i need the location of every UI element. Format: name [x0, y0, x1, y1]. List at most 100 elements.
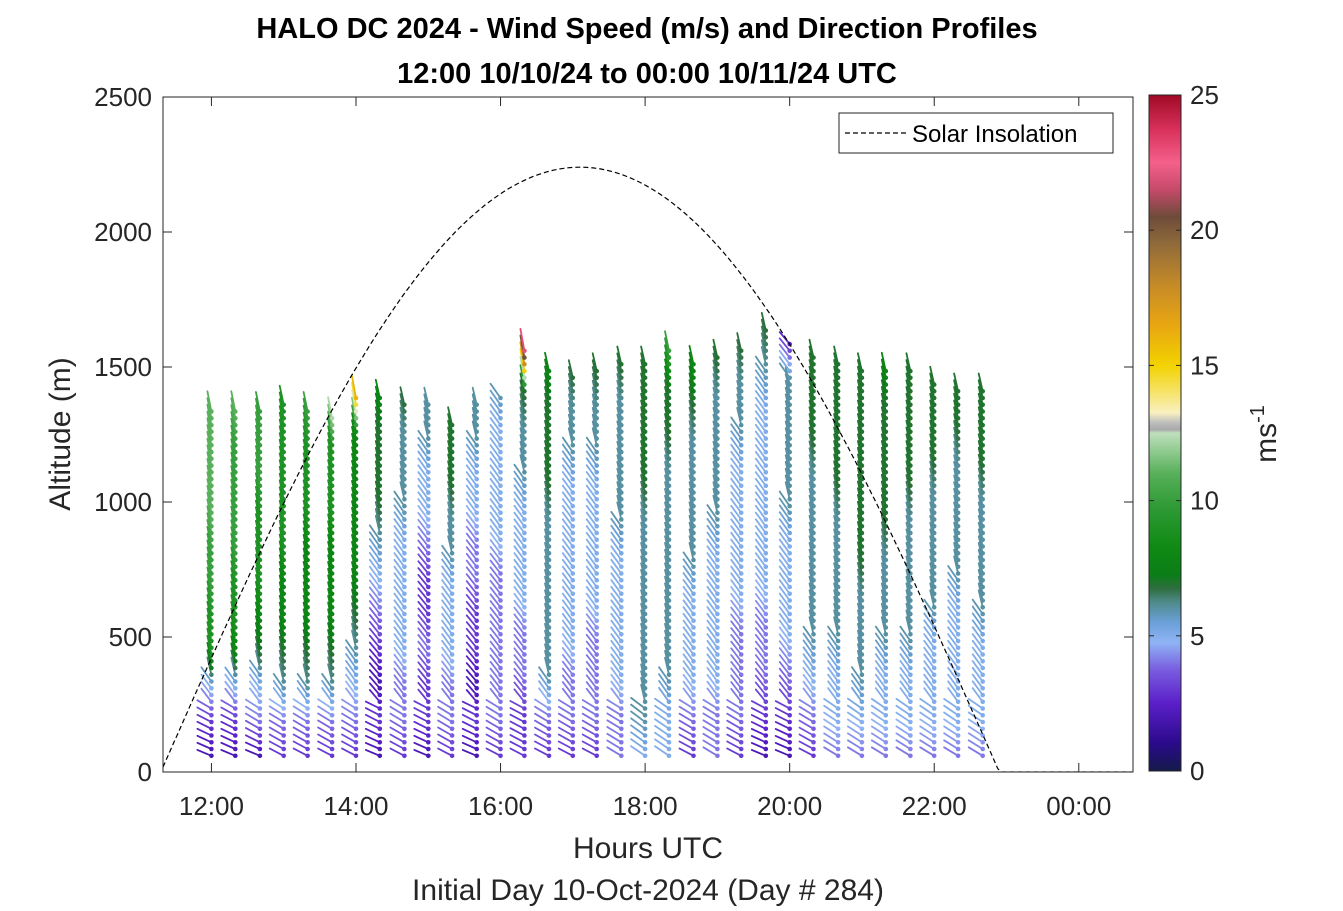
wind-barb-dot	[883, 368, 889, 374]
wind-barb	[230, 505, 237, 528]
wind-barb-dot	[281, 557, 287, 563]
wind-barb	[489, 586, 502, 602]
wind-barb	[368, 655, 381, 669]
wind-barb-dot	[402, 645, 407, 651]
wind-barb-dot	[715, 645, 720, 651]
wind-barb	[278, 608, 285, 629]
wind-barb-dot	[257, 443, 263, 448]
wind-barb-dot	[257, 564, 263, 570]
wind-barb-dot	[209, 483, 214, 489]
wind-barb-dot	[522, 524, 527, 529]
wind-barb	[905, 542, 912, 561]
wind-barb-dot	[859, 672, 865, 678]
wind-barb-dot	[859, 483, 865, 489]
wind-barb	[923, 680, 936, 696]
wind-barb-dot	[666, 679, 672, 684]
wind-barb	[413, 707, 430, 717]
wind-barb	[610, 606, 623, 622]
wind-barb-dot	[738, 503, 744, 509]
wind-barb	[953, 454, 959, 474]
wind-barb	[374, 467, 381, 487]
wind-barb-dot	[980, 463, 985, 468]
wind-barb	[341, 698, 357, 710]
wind-barb-dot	[908, 429, 913, 435]
wind-barb-dot	[498, 719, 503, 725]
wind-barb-dot	[281, 483, 287, 489]
wind-barb-dot	[281, 530, 287, 536]
wind-barb-dot	[787, 632, 792, 637]
wind-barb-dot	[835, 375, 841, 381]
wind-barb	[441, 633, 454, 649]
wind-barb	[929, 542, 936, 561]
wind-barb-dot	[715, 686, 720, 691]
wind-barb-dot	[859, 638, 865, 644]
wind-barb	[833, 582, 839, 602]
wind-barb-dot	[811, 746, 816, 752]
wind-barb-dot	[257, 422, 263, 428]
wind-barb	[664, 344, 670, 366]
wind-barb	[351, 396, 357, 420]
wind-barb-dot	[908, 638, 913, 644]
wind-barb	[278, 384, 285, 406]
wind-barb-dot	[715, 571, 720, 576]
wind-barb	[905, 521, 912, 541]
wind-barb-dot	[811, 551, 816, 556]
wind-barb-dot	[691, 719, 696, 725]
wind-barb	[327, 452, 334, 474]
wind-barb	[833, 359, 839, 379]
wind-barb	[616, 440, 623, 460]
wind-barb	[327, 635, 334, 656]
wind-barb-dot	[787, 665, 792, 671]
wind-barb-dot	[691, 733, 696, 738]
wind-barb	[465, 539, 478, 555]
wind-barb-dot	[811, 449, 816, 455]
wind-barb	[857, 548, 863, 568]
wind-barb	[929, 569, 936, 588]
wind-barb-dot	[498, 652, 503, 657]
wind-barb	[489, 627, 502, 642]
wind-barb-dot	[738, 638, 744, 644]
wind-barb-dot	[859, 584, 865, 590]
wind-barb	[244, 749, 261, 757]
wind-barb-dot	[931, 611, 937, 617]
wind-barb-dot	[835, 436, 841, 441]
wind-barb-dot	[353, 551, 359, 556]
wind-barb	[640, 406, 646, 427]
wind-barb-dot	[209, 686, 214, 691]
x-tick-label: 14:00	[323, 791, 388, 821]
wind-barb-dot	[787, 375, 792, 381]
wind-barb	[417, 518, 430, 534]
wind-barb-dot	[233, 699, 238, 705]
wind-barb	[640, 670, 646, 690]
wind-barb-dot	[955, 713, 961, 718]
wind-barb	[278, 622, 285, 642]
wind-barb	[823, 718, 839, 730]
wind-barb	[726, 747, 743, 757]
wind-barb	[923, 626, 936, 642]
wind-barb-dot	[402, 557, 407, 563]
wind-barb-dot	[883, 551, 889, 556]
wind-barb-dot	[811, 571, 816, 576]
wind-barb-dot	[377, 665, 383, 671]
wind-barb-dot	[329, 659, 335, 664]
wind-barb-dot	[281, 679, 287, 684]
wind-barb	[374, 460, 381, 481]
wind-barb	[712, 379, 719, 399]
wind-barb	[292, 726, 309, 737]
wind-barb-dot	[642, 416, 648, 421]
wind-barb-dot	[691, 416, 696, 421]
wind-barb-dot	[329, 456, 335, 462]
wind-barb-dot	[546, 429, 552, 435]
wind-barb-dot	[233, 605, 238, 610]
wind-barb	[327, 540, 334, 561]
wind-barb-dot	[402, 719, 407, 725]
wind-barb	[905, 467, 912, 487]
wind-barb	[774, 728, 791, 737]
wind-barb	[485, 699, 502, 710]
wind-barb	[977, 494, 984, 514]
wind-barb-dot	[281, 571, 287, 576]
wind-barb-dot	[209, 706, 214, 711]
wind-barb	[206, 642, 213, 663]
wind-barb	[678, 705, 695, 717]
wind-barb-dot	[666, 544, 672, 549]
